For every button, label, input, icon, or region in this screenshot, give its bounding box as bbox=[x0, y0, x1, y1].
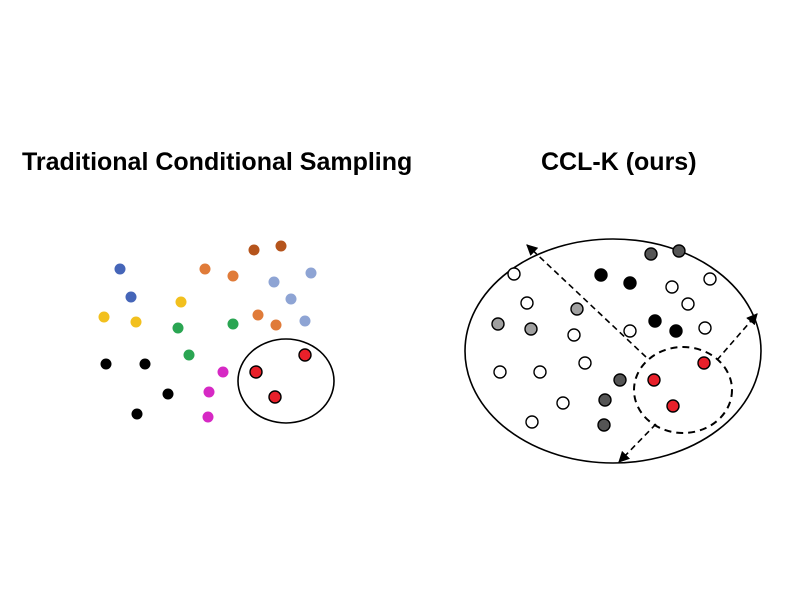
point-red bbox=[298, 348, 312, 362]
point-white bbox=[493, 365, 507, 379]
point-black bbox=[648, 314, 662, 328]
kernel-circle bbox=[633, 346, 733, 434]
point-white bbox=[578, 356, 592, 370]
point-light-blue bbox=[299, 315, 311, 327]
point-white bbox=[567, 328, 581, 342]
point-gray bbox=[491, 317, 505, 331]
left-points bbox=[98, 240, 317, 423]
point-white bbox=[681, 297, 695, 311]
point-white bbox=[623, 324, 637, 338]
point-magenta bbox=[203, 386, 215, 398]
point-black bbox=[100, 358, 112, 370]
point-yellow bbox=[175, 296, 187, 308]
point-white bbox=[525, 415, 539, 429]
point-gray bbox=[524, 322, 538, 336]
point-red bbox=[666, 399, 680, 413]
point-magenta bbox=[217, 366, 229, 378]
point-blue bbox=[125, 291, 137, 303]
point-black bbox=[594, 268, 608, 282]
point-light-blue bbox=[305, 267, 317, 279]
point-dark-gray bbox=[613, 373, 627, 387]
right-panel bbox=[464, 238, 762, 464]
point-green bbox=[227, 318, 239, 330]
point-orange bbox=[252, 309, 264, 321]
point-black bbox=[669, 324, 683, 338]
right-points bbox=[491, 244, 717, 432]
point-yellow bbox=[98, 311, 110, 323]
point-red bbox=[268, 390, 282, 404]
point-yellow bbox=[130, 316, 142, 328]
radius-arrow-upper-left bbox=[526, 244, 647, 358]
point-white bbox=[556, 396, 570, 410]
point-light-blue bbox=[285, 293, 297, 305]
left-panel bbox=[98, 240, 335, 424]
point-dark-gray bbox=[597, 418, 611, 432]
point-white bbox=[533, 365, 547, 379]
point-white bbox=[665, 280, 679, 294]
outer-ellipse bbox=[464, 238, 762, 464]
point-white bbox=[698, 321, 712, 335]
point-green bbox=[183, 349, 195, 361]
point-black bbox=[162, 388, 174, 400]
point-dark-gray bbox=[644, 247, 658, 261]
point-red bbox=[697, 356, 711, 370]
point-black bbox=[139, 358, 151, 370]
point-white bbox=[507, 267, 521, 281]
point-dark-gray bbox=[598, 393, 612, 407]
point-green bbox=[172, 322, 184, 334]
radius-arrow-lower-left bbox=[618, 423, 657, 463]
point-red bbox=[249, 365, 263, 379]
radius-arrow-right bbox=[716, 313, 758, 361]
left-panel-title: Traditional Conditional Sampling bbox=[22, 148, 413, 176]
point-orange bbox=[199, 263, 211, 275]
point-light-blue bbox=[268, 276, 280, 288]
right-panel-title: CCL-K (ours) bbox=[541, 148, 697, 176]
point-orange bbox=[227, 270, 239, 282]
point-black bbox=[131, 408, 143, 420]
point-brown bbox=[248, 244, 260, 256]
point-blue bbox=[114, 263, 126, 275]
point-orange bbox=[270, 319, 282, 331]
point-black bbox=[623, 276, 637, 290]
point-white bbox=[703, 272, 717, 286]
point-red bbox=[647, 373, 661, 387]
point-magenta bbox=[202, 411, 214, 423]
condition-circle bbox=[237, 338, 335, 424]
point-brown bbox=[275, 240, 287, 252]
point-dark-gray bbox=[672, 244, 686, 258]
point-gray bbox=[570, 302, 584, 316]
point-white bbox=[520, 296, 534, 310]
